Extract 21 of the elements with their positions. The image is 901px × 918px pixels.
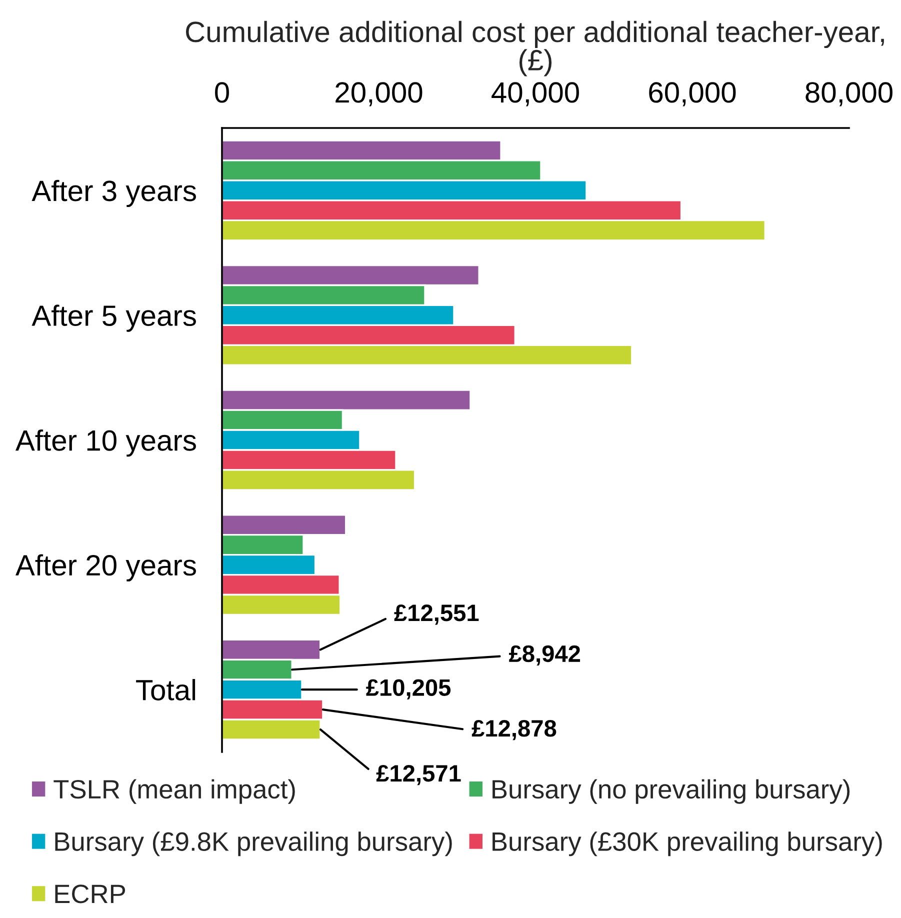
legend-label: TSLR (mean impact)	[54, 779, 295, 804]
data-label: £12,878	[472, 720, 556, 740]
x-tick-label: 60,000	[649, 82, 736, 106]
legend-label: Bursary (£9.8K prevailing bursary)	[55, 832, 452, 856]
y-tick-label: After 10 years	[16, 429, 196, 457]
y-tick-label: After 3 years	[32, 180, 196, 208]
data-label: £12,571	[376, 764, 461, 786]
y-tick-label: After 20 years	[16, 554, 196, 582]
legend-label: ECRP	[55, 884, 126, 904]
data-label: £10,205	[366, 679, 451, 700]
y-tick-label: After 5 years	[32, 304, 196, 332]
x-tick-label: 80,000	[806, 82, 892, 106]
x-axis-title: Cumulative additional cost per additional teacher-year, (£)	[186, 20, 884, 76]
x-tick-label: 20,000	[336, 82, 422, 106]
legend-label: Bursary (£30K prevailing bursary)	[492, 832, 882, 856]
y-tick-label: Total	[136, 679, 196, 700]
x-tick-label: 40,000	[492, 82, 579, 106]
legend-label: Bursary (no prevailing bursary)	[492, 779, 850, 804]
data-label: £12,551	[394, 604, 479, 625]
x-tick-label: 0	[215, 82, 229, 103]
data-label: £8,942	[508, 645, 580, 666]
